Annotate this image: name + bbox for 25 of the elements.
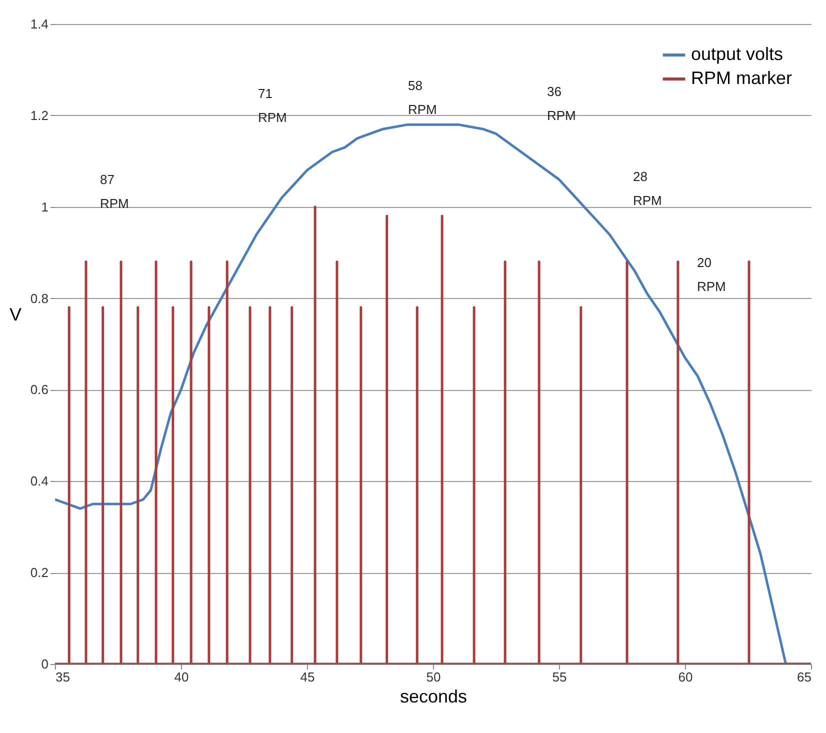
x-tick-label: 40 [174, 670, 189, 684]
x-tick-label: 45 [300, 670, 315, 684]
annotation: 20 RPM [697, 255, 726, 294]
x-tick-label: 55 [552, 670, 567, 684]
legend-label: RPM marker [691, 68, 792, 88]
y-tick-label: 1.4 [30, 16, 48, 32]
x-tick-label: 35 [56, 670, 70, 684]
y-tick-label: 0.4 [30, 474, 48, 489]
annotation: 36 RPM [547, 84, 576, 123]
y-tick-label: 0.2 [30, 565, 48, 580]
annotation: 71 RPM [258, 86, 287, 125]
y-tick-label: 0.8 [30, 290, 48, 306]
x-axis-title: seconds [400, 686, 468, 706]
x-tick-label: 60 [678, 670, 693, 684]
y-tick-label: 0 [41, 656, 48, 672]
y-tick-label: 1.2 [30, 108, 48, 123]
annotation: 28 RPM [633, 169, 662, 208]
y-axis-title: V [9, 304, 22, 324]
annotation: 87 RPM [100, 172, 129, 211]
legend-label: output volts [691, 44, 784, 64]
y-tick-label: 0.6 [30, 382, 48, 398]
annotation: 58 RPM [408, 78, 437, 117]
x-tick-label: 50 [426, 670, 441, 684]
x-tick-label: 65 [797, 670, 812, 684]
y-tick-label: 1 [41, 199, 48, 214]
